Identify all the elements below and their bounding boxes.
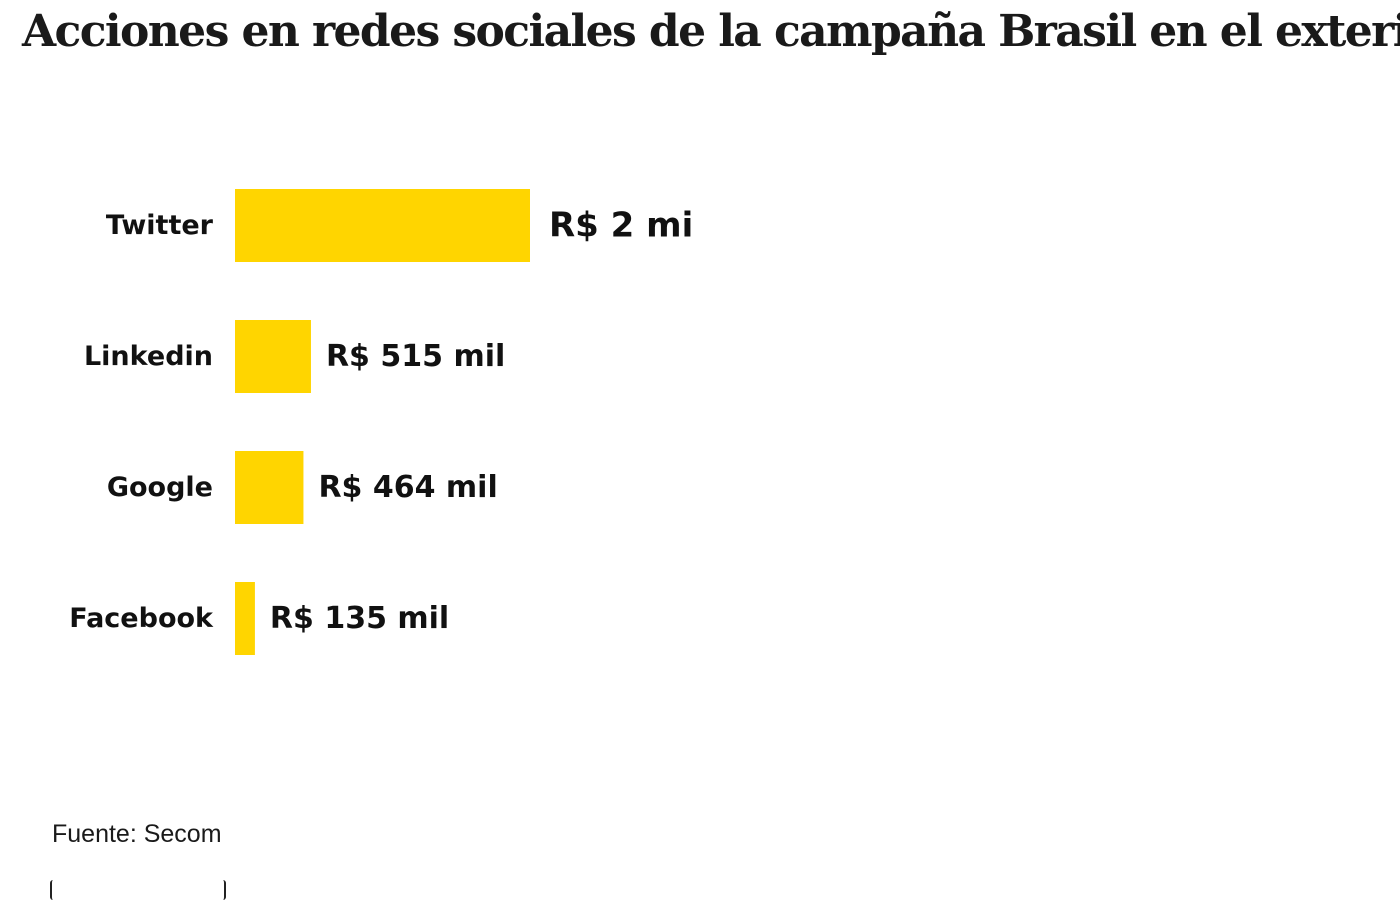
bottom-bracket <box>50 880 226 900</box>
category-label-facebook: Facebook <box>69 603 214 634</box>
bar-facebook <box>235 582 255 655</box>
bar-google <box>235 451 304 524</box>
bar-chart: Twitter R$ 2 mi Linkedin R$ 515 mil Google R$… <box>69 189 693 655</box>
category-label-linkedin: Linkedin <box>84 341 213 372</box>
chart-title: Acciones en redes sociales de la campaña… <box>22 6 1400 57</box>
value-label-google: R$ 464 mil <box>318 470 497 505</box>
value-label-twitter: R$ 2 mi <box>549 206 693 246</box>
category-label-twitter: Twitter <box>106 210 214 241</box>
value-label-facebook: R$ 135 mil <box>270 601 449 636</box>
bar-linkedin <box>235 320 311 393</box>
category-label-google: Google <box>107 472 213 503</box>
value-label-linkedin: R$ 515 mil <box>326 339 505 374</box>
source-note: Fuente: Secom <box>52 820 222 848</box>
bar-twitter <box>235 189 530 262</box>
